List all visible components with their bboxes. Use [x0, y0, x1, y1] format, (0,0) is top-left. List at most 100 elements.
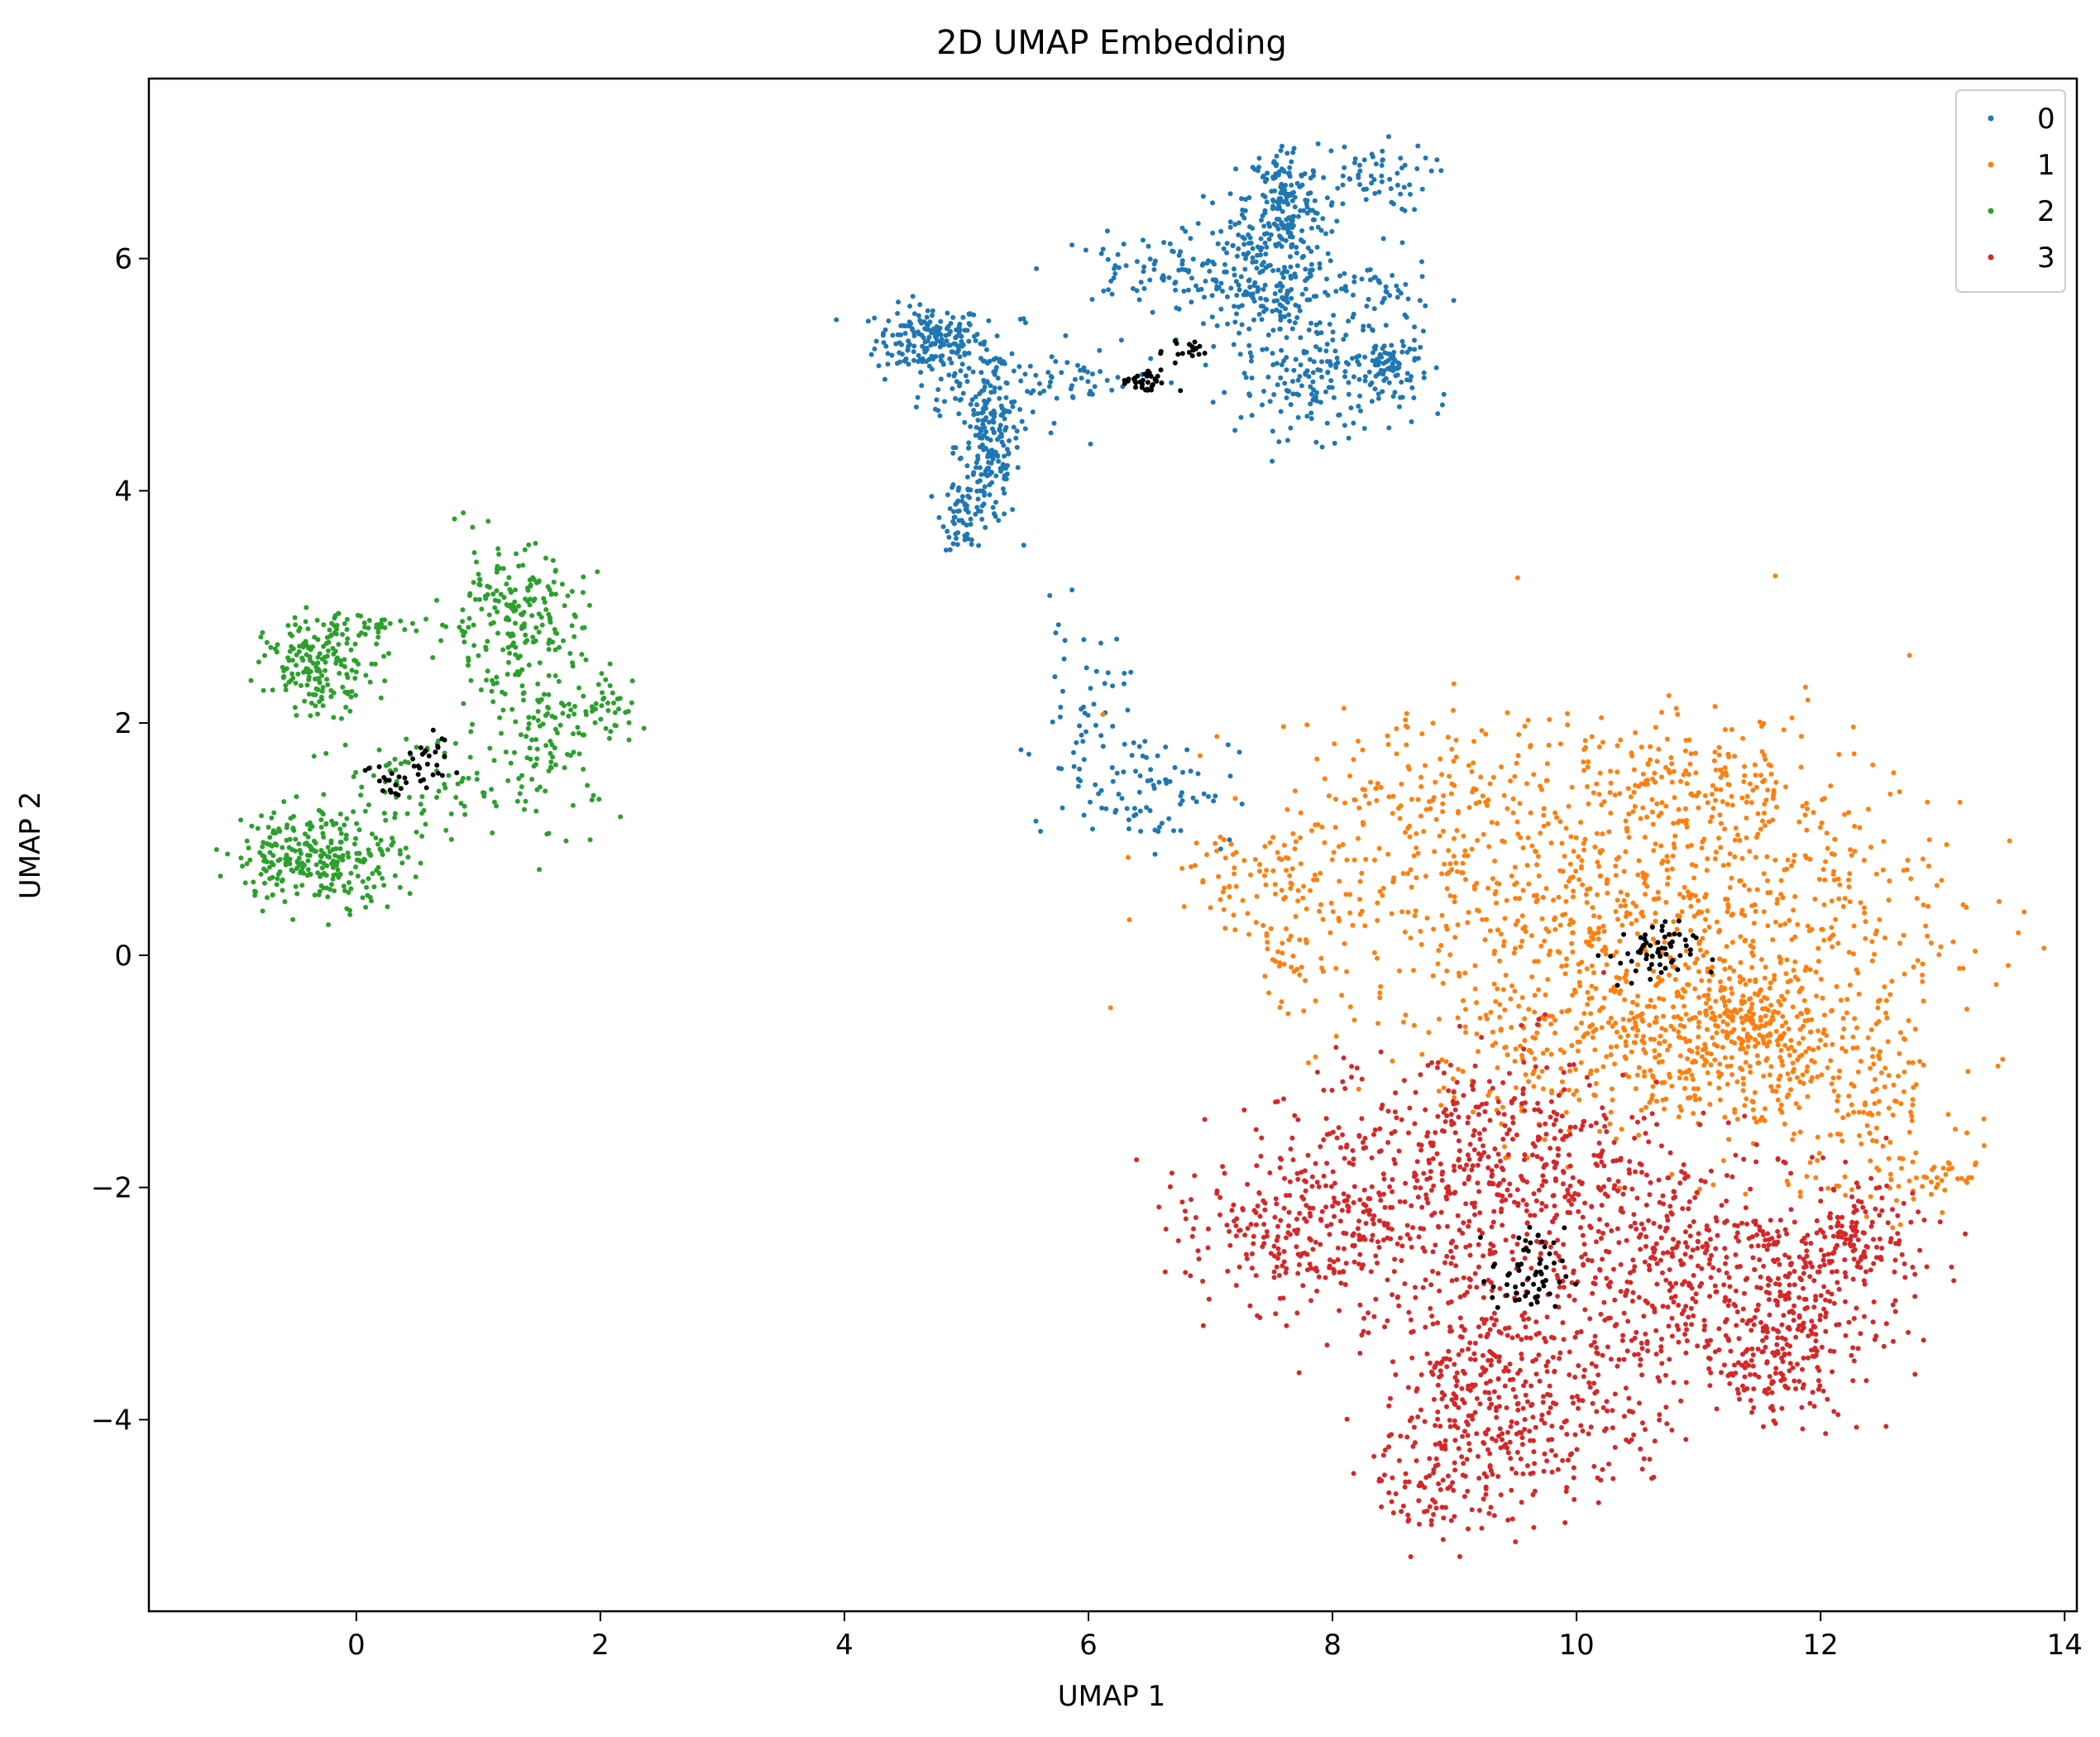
data-point: [286, 845, 292, 850]
data-point: [1361, 157, 1367, 163]
data-point: [1366, 369, 1372, 375]
data-point: [1858, 900, 1863, 906]
data-point: [1361, 328, 1366, 333]
data-point: [1901, 971, 1907, 977]
data-point: [1906, 653, 1912, 658]
data-point: [1604, 962, 1610, 968]
data-point: [1825, 1065, 1830, 1070]
data-point: [249, 823, 255, 829]
data-point: [333, 626, 339, 632]
data-point: [1720, 1019, 1726, 1025]
data-point: [1267, 840, 1273, 845]
data-point: [1246, 342, 1252, 348]
data-point: [1662, 1079, 1667, 1085]
data-point: [1452, 935, 1458, 940]
data-point: [1341, 337, 1347, 342]
data-point: [940, 361, 946, 366]
data-point: [1529, 843, 1535, 849]
data-point: [1522, 924, 1528, 930]
data-point: [1843, 1049, 1849, 1054]
data-point: [1688, 903, 1694, 909]
data-point: [1033, 818, 1039, 824]
data-point: [1198, 753, 1203, 758]
data-point: [1582, 1200, 1588, 1206]
data-point: [1911, 964, 1916, 969]
data-point: [1518, 835, 1524, 840]
data-point: [1653, 779, 1658, 785]
data-point: [1428, 168, 1434, 174]
data-point: [1676, 1029, 1681, 1035]
data-point: [1798, 764, 1804, 770]
data-point: [1239, 196, 1244, 202]
data-point: [1296, 304, 1302, 309]
data-point: [1312, 872, 1318, 878]
data-point: [397, 884, 403, 890]
data-point: [1179, 1199, 1185, 1205]
data-point: [999, 405, 1005, 411]
data-point: [1328, 378, 1334, 384]
data-point: [546, 647, 552, 652]
data-point: [1668, 1023, 1674, 1029]
data-point: [344, 627, 350, 632]
data-point: [1332, 1180, 1337, 1186]
data-point: [1195, 221, 1201, 227]
data-point: [1872, 1077, 1878, 1082]
data-point: [1189, 299, 1194, 305]
data-point: [935, 408, 941, 414]
data-point: [1635, 993, 1641, 999]
data-point: [1702, 1041, 1708, 1047]
data-point: [997, 428, 1002, 433]
data-point: [1548, 1022, 1554, 1027]
data-point: [1218, 306, 1224, 312]
data-point: [1239, 322, 1245, 328]
data-point: [294, 865, 299, 871]
data-point: [576, 730, 581, 736]
data-point: [966, 366, 972, 371]
data-point: [1192, 863, 1198, 868]
data-point: [1227, 894, 1232, 900]
data-point: [430, 655, 436, 660]
data-point: [1495, 1065, 1500, 1070]
data-point: [1041, 388, 1047, 394]
data-point: [1347, 773, 1353, 779]
data-point: [959, 361, 965, 367]
data-point: [323, 668, 328, 673]
data-point: [1634, 917, 1639, 923]
data-point: [1792, 893, 1798, 899]
data-point: [1682, 1085, 1687, 1091]
data-point: [1239, 802, 1245, 806]
data-point: [1280, 275, 1286, 280]
data-point: [1842, 896, 1848, 902]
data-point: [1510, 1114, 1515, 1120]
data-point: [1669, 866, 1675, 872]
data-point: [556, 678, 562, 684]
data-point: [1744, 793, 1750, 799]
data-point: [490, 699, 496, 705]
data-point: [1341, 1191, 1347, 1197]
data-point: [1774, 804, 1779, 810]
data-point: [1267, 399, 1273, 404]
data-point: [1659, 978, 1665, 983]
data-point: [571, 731, 576, 737]
data-point: [1264, 231, 1270, 237]
data-point: [1724, 1033, 1729, 1039]
data-point: [926, 334, 932, 340]
data-point: [1797, 1194, 1803, 1199]
data-point: [1744, 1013, 1749, 1019]
data-point: [1710, 1010, 1715, 1016]
data-point: [1570, 930, 1576, 935]
data-point: [1700, 935, 1705, 941]
data-point: [356, 827, 362, 833]
data-point: [1701, 993, 1707, 998]
data-point: [1418, 1226, 1423, 1231]
data-point: [1699, 845, 1705, 851]
data-point: [1209, 314, 1215, 320]
data-point: [1774, 901, 1780, 906]
data-point: [1571, 987, 1577, 993]
data-point: [1447, 773, 1452, 779]
data-point: [1320, 216, 1326, 222]
data-point: [1648, 1068, 1653, 1074]
data-point: [1608, 1052, 1614, 1058]
data-point: [1547, 1114, 1553, 1120]
data-point: [1341, 706, 1347, 711]
